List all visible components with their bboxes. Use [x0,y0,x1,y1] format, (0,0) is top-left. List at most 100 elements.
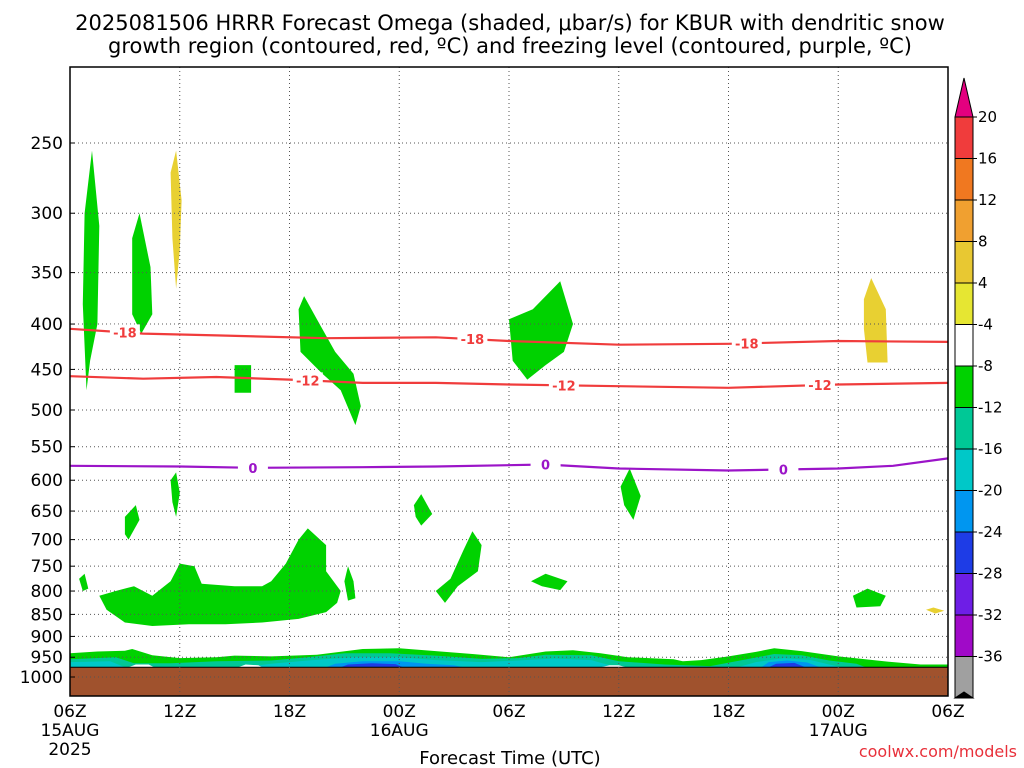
colorbar-segment-5 [954,282,974,325]
omega-region-13 [531,573,568,591]
colorbar-label-9: -20 [978,482,1003,500]
omega-region-20 [70,657,842,668]
contour-line-2 [69,457,949,472]
contour-label-2-0: 0 [248,462,257,477]
colorbar-label-4: 4 [978,274,988,292]
colorbar-label-11: -28 [978,565,1003,583]
omega-region-9 [413,494,433,526]
x-tick-label-8: 06Z [931,702,964,722]
contour-label-2-2: 0 [779,463,788,478]
colorbar-segment-13 [954,614,974,657]
omega-region-8 [124,505,140,540]
contour-0: -18 -18 -18 [69,324,949,352]
omega-region-2 [170,150,182,289]
contour-1: -12 -12 -12 [69,372,949,394]
omega-region-0 [82,150,100,391]
omega-region-26 [238,664,263,668]
x-tick-label-1: 12Z [163,702,196,722]
contour-label-0-2: -18 [735,337,759,352]
colorbar-label-1: 16 [978,150,997,168]
x-tick-label-4: 06Z [492,702,525,722]
contour-label-bg-1-2 [804,377,835,394]
contour-label-0-0: -18 [113,326,137,341]
y-tick-label-550: 550 [31,438,63,458]
contour-line-1 [69,375,949,389]
colorbar-segment-2 [954,158,974,201]
contour-label-bg-0-2 [731,335,762,352]
y-tick-label-1000: 1000 [20,668,63,688]
colorbar-segment-10 [954,490,974,533]
colorbar-label-0: 20 [978,108,997,126]
colorbar-top-arrow [954,77,974,118]
chart-title-line-2: growth region (contoured, red, ºC) and f… [108,34,912,58]
chart-title-line-1: 2025081506 HRRR Forecast Omega (shaded, … [75,11,945,35]
y-tick-label-500: 500 [31,401,63,421]
y-tick-label-850: 850 [31,605,63,625]
colorbar-segment-3 [954,199,974,242]
omega-region-6 [863,278,888,363]
contour-label-bg-2-1 [530,456,561,473]
omega-region-25 [128,664,155,668]
contour-2: 0 0 0 [69,456,949,478]
x-tick-date-7: 17AUG [809,721,868,741]
colorbar-segment-1 [954,116,974,159]
omega-region-27 [600,665,627,668]
colorbar-label-12: -32 [978,606,1003,624]
y-tick-label-450: 450 [31,360,63,380]
contour-label-bg-2-0 [237,459,268,476]
contour-label-bg-0-1 [457,331,488,348]
colorbar-label-2: 12 [978,191,997,209]
plot-frame [69,66,949,697]
omega-region-23 [340,663,403,668]
colorbar-segment-6 [954,324,974,367]
y-tick-label-800: 800 [31,582,63,602]
colorbar-segment-7 [954,365,974,408]
omega-region-17 [926,607,945,614]
omega-region-19 [70,653,866,668]
colorbar-label-10: -24 [978,523,1003,541]
y-tick-label-950: 950 [31,648,63,668]
omega-region-16 [852,588,886,608]
omega-region-4 [298,296,361,426]
y-tick-label-900: 900 [31,627,63,647]
x-tick-year-0: 2025 [48,740,91,760]
colorbar: 20 16 12 8 4 -4 -8 -12 -16 -20 -24 -28 -32 -36 [953,77,1003,699]
omega-region-24 [768,662,806,668]
y-tick-label-350: 350 [31,264,63,284]
y-tick-label-750: 750 [31,557,63,577]
contour-label-bg-1-1 [548,377,579,394]
colorbar-label-6: -8 [978,357,993,375]
colorbar-label-13: -36 [978,648,1003,666]
omega-region-12 [344,566,356,601]
x-tick-date-3: 16AUG [370,721,429,741]
y-tick-label-250: 250 [31,134,63,154]
colorbar-label-5: -4 [978,316,993,334]
omega-region-11 [435,531,482,603]
colorbar-label-3: 8 [978,233,988,251]
omega-region-1 [132,213,153,334]
contour-label-1-2: -12 [808,379,832,394]
x-tick-label-5: 12Z [602,702,635,722]
contour-label-bg-2-2 [768,461,799,478]
colorbar-segment-9 [954,448,974,491]
contour-label-2-1: 0 [541,459,550,474]
y-tick-label-400: 400 [31,315,63,335]
omega-region-7 [170,472,180,517]
y-tick-label-700: 700 [31,531,63,551]
y-tick-label-300: 300 [31,204,63,224]
colorbar-segment-12 [954,573,974,616]
x-tick-label-3: 00Z [383,702,416,722]
omega-shading [70,150,948,668]
contour-label-bg-0-0 [109,324,140,341]
x-tick-label-7: 00Z [822,702,855,722]
credit-text[interactable]: coolwx.com/models [859,742,1017,761]
colorbar-segment-8 [954,407,974,450]
x-tick-label-2: 18Z [273,702,306,722]
contour-label-bg-1-0 [292,372,323,389]
contour-label-1-1: -12 [552,379,576,394]
omega-region-5 [509,281,573,380]
colorbar-segment-11 [954,531,974,574]
contour-label-1-0: -12 [296,374,320,389]
omega-region-15 [99,528,341,626]
